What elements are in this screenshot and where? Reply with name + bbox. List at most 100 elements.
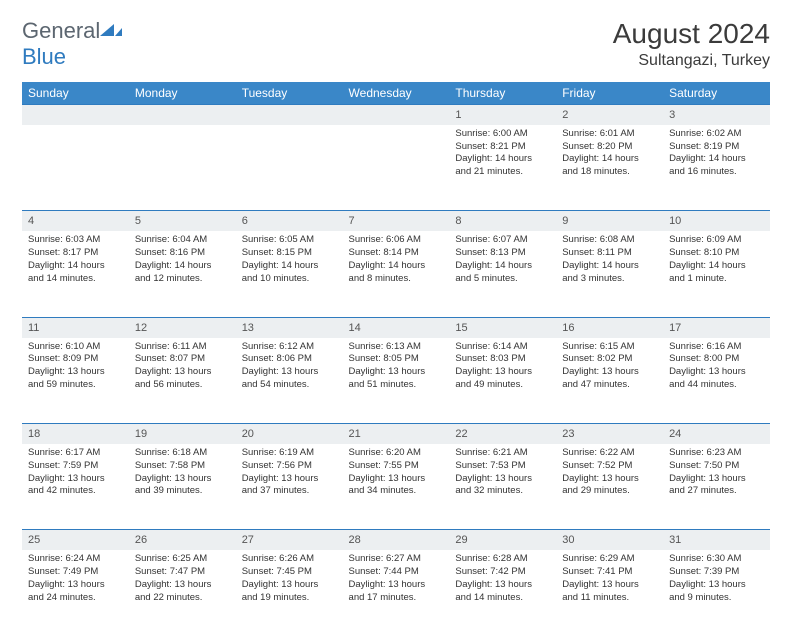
- logo-text-general: General: [22, 18, 100, 43]
- day-cell: Sunrise: 6:00 AMSunset: 8:21 PMDaylight:…: [449, 125, 556, 211]
- sunset-text: Sunset: 7:49 PM: [28, 566, 123, 579]
- sunrise-text: Sunrise: 6:20 AM: [349, 447, 444, 460]
- day-cell: Sunrise: 6:27 AMSunset: 7:44 PMDaylight:…: [343, 550, 450, 636]
- day-header: Sunday: [22, 82, 129, 105]
- day-number: 26: [129, 530, 236, 550]
- day-header: Monday: [129, 82, 236, 105]
- daylight-text-2: and 56 minutes.: [135, 379, 230, 392]
- daylight-text-2: and 39 minutes.: [135, 485, 230, 498]
- daylight-text-1: Daylight: 13 hours: [28, 366, 123, 379]
- sunset-text: Sunset: 8:00 PM: [669, 353, 764, 366]
- daylight-text-2: and 14 minutes.: [455, 592, 550, 605]
- day-cell: Sunrise: 6:03 AMSunset: 8:17 PMDaylight:…: [22, 231, 129, 317]
- day-number: 7: [343, 211, 450, 231]
- daylight-text-2: and 27 minutes.: [669, 485, 764, 498]
- daylight-text-2: and 10 minutes.: [242, 273, 337, 286]
- day-number: 24: [663, 424, 770, 444]
- sunset-text: Sunset: 8:16 PM: [135, 247, 230, 260]
- daylight-text-1: Daylight: 13 hours: [669, 579, 764, 592]
- empty-cell: [22, 125, 129, 211]
- sunrise-text: Sunrise: 6:25 AM: [135, 553, 230, 566]
- daylight-text-2: and 16 minutes.: [669, 166, 764, 179]
- day-content-row: Sunrise: 6:03 AMSunset: 8:17 PMDaylight:…: [22, 231, 770, 317]
- day-cell: Sunrise: 6:21 AMSunset: 7:53 PMDaylight:…: [449, 444, 556, 530]
- sunset-text: Sunset: 7:44 PM: [349, 566, 444, 579]
- daylight-text-2: and 18 minutes.: [562, 166, 657, 179]
- sunrise-text: Sunrise: 6:12 AM: [242, 341, 337, 354]
- daylight-text-1: Daylight: 13 hours: [455, 366, 550, 379]
- daylight-text-2: and 32 minutes.: [455, 485, 550, 498]
- daylight-text-2: and 19 minutes.: [242, 592, 337, 605]
- sunrise-text: Sunrise: 6:30 AM: [669, 553, 764, 566]
- daylight-text-1: Daylight: 14 hours: [455, 153, 550, 166]
- sunset-text: Sunset: 7:42 PM: [455, 566, 550, 579]
- daynum-row: 18192021222324: [22, 424, 770, 444]
- sunset-text: Sunset: 8:20 PM: [562, 141, 657, 154]
- daylight-text-1: Daylight: 13 hours: [135, 366, 230, 379]
- day-number: 14: [343, 317, 450, 337]
- sunset-text: Sunset: 8:06 PM: [242, 353, 337, 366]
- daylight-text-1: Daylight: 13 hours: [562, 473, 657, 486]
- sunset-text: Sunset: 8:21 PM: [455, 141, 550, 154]
- sunset-text: Sunset: 8:09 PM: [28, 353, 123, 366]
- daylight-text-2: and 12 minutes.: [135, 273, 230, 286]
- day-number: 23: [556, 424, 663, 444]
- daylight-text-1: Daylight: 14 hours: [135, 260, 230, 273]
- empty-cell: [343, 125, 450, 211]
- day-cell: Sunrise: 6:23 AMSunset: 7:50 PMDaylight:…: [663, 444, 770, 530]
- daylight-text-1: Daylight: 13 hours: [28, 473, 123, 486]
- daylight-text-1: Daylight: 13 hours: [669, 366, 764, 379]
- day-cell: Sunrise: 6:13 AMSunset: 8:05 PMDaylight:…: [343, 338, 450, 424]
- sunrise-text: Sunrise: 6:00 AM: [455, 128, 550, 141]
- day-header: Wednesday: [343, 82, 450, 105]
- daylight-text-2: and 1 minute.: [669, 273, 764, 286]
- daylight-text-2: and 24 minutes.: [28, 592, 123, 605]
- day-header: Saturday: [663, 82, 770, 105]
- daylight-text-1: Daylight: 13 hours: [242, 579, 337, 592]
- daynum-row: 11121314151617: [22, 317, 770, 337]
- day-number: 8: [449, 211, 556, 231]
- daylight-text-2: and 47 minutes.: [562, 379, 657, 392]
- sunset-text: Sunset: 7:52 PM: [562, 460, 657, 473]
- sunset-text: Sunset: 7:50 PM: [669, 460, 764, 473]
- daylight-text-1: Daylight: 14 hours: [562, 260, 657, 273]
- day-number: 4: [22, 211, 129, 231]
- sunset-text: Sunset: 8:13 PM: [455, 247, 550, 260]
- day-cell: Sunrise: 6:05 AMSunset: 8:15 PMDaylight:…: [236, 231, 343, 317]
- month-title: August 2024: [613, 18, 770, 50]
- daylight-text-1: Daylight: 13 hours: [349, 366, 444, 379]
- day-number: 10: [663, 211, 770, 231]
- sunrise-text: Sunrise: 6:03 AM: [28, 234, 123, 247]
- calendar-body: 123Sunrise: 6:00 AMSunset: 8:21 PMDaylig…: [22, 105, 770, 636]
- daylight-text-2: and 22 minutes.: [135, 592, 230, 605]
- day-cell: Sunrise: 6:07 AMSunset: 8:13 PMDaylight:…: [449, 231, 556, 317]
- day-cell: Sunrise: 6:01 AMSunset: 8:20 PMDaylight:…: [556, 125, 663, 211]
- daylight-text-2: and 44 minutes.: [669, 379, 764, 392]
- day-header: Thursday: [449, 82, 556, 105]
- sunrise-text: Sunrise: 6:10 AM: [28, 341, 123, 354]
- day-number: 28: [343, 530, 450, 550]
- daylight-text-1: Daylight: 13 hours: [135, 579, 230, 592]
- sunrise-text: Sunrise: 6:26 AM: [242, 553, 337, 566]
- sunrise-text: Sunrise: 6:19 AM: [242, 447, 337, 460]
- sunrise-text: Sunrise: 6:06 AM: [349, 234, 444, 247]
- day-number: 19: [129, 424, 236, 444]
- sunrise-text: Sunrise: 6:17 AM: [28, 447, 123, 460]
- sunrise-text: Sunrise: 6:05 AM: [242, 234, 337, 247]
- daylight-text-1: Daylight: 13 hours: [669, 473, 764, 486]
- sunrise-text: Sunrise: 6:15 AM: [562, 341, 657, 354]
- daylight-text-1: Daylight: 14 hours: [28, 260, 123, 273]
- daylight-text-2: and 8 minutes.: [349, 273, 444, 286]
- day-number: 12: [129, 317, 236, 337]
- day-number: [236, 105, 343, 125]
- empty-cell: [129, 125, 236, 211]
- day-cell: Sunrise: 6:19 AMSunset: 7:56 PMDaylight:…: [236, 444, 343, 530]
- daylight-text-2: and 3 minutes.: [562, 273, 657, 286]
- sunset-text: Sunset: 8:14 PM: [349, 247, 444, 260]
- daylight-text-2: and 11 minutes.: [562, 592, 657, 605]
- sunset-text: Sunset: 8:07 PM: [135, 353, 230, 366]
- sunset-text: Sunset: 8:19 PM: [669, 141, 764, 154]
- daylight-text-1: Daylight: 13 hours: [242, 366, 337, 379]
- empty-cell: [236, 125, 343, 211]
- daylight-text-1: Daylight: 14 hours: [562, 153, 657, 166]
